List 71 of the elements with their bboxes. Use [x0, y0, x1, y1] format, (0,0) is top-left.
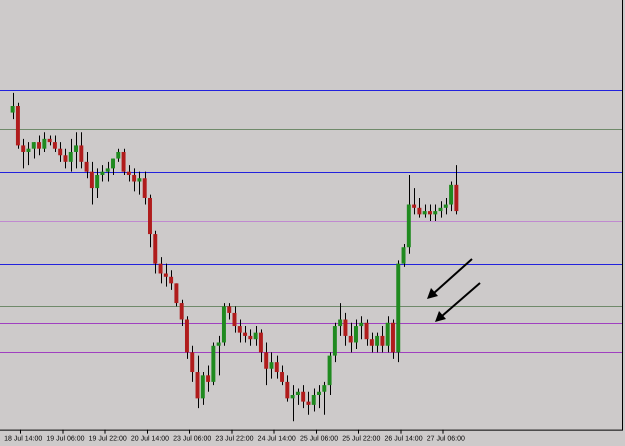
candlestick — [63, 148, 68, 169]
candlestick — [137, 171, 142, 196]
candlestick — [285, 374, 290, 402]
candlestick — [158, 256, 163, 284]
candlestick — [116, 148, 120, 162]
candlestick — [243, 326, 248, 343]
candlestick — [238, 318, 242, 343]
candlestick — [122, 148, 126, 176]
candlestick — [74, 132, 78, 169]
candlestick — [412, 188, 416, 215]
candlestick — [48, 135, 52, 146]
candlestick — [58, 142, 62, 162]
candlestick — [126, 164, 131, 182]
candlestick — [206, 364, 210, 392]
candlestick — [354, 318, 358, 350]
candlestick — [169, 270, 174, 290]
candlestick — [254, 326, 258, 346]
candlestick — [449, 181, 454, 212]
candlestick — [438, 200, 442, 218]
candlestick — [132, 168, 136, 192]
candlestick — [386, 316, 390, 353]
candlestick — [280, 364, 284, 386]
candlestick — [100, 164, 104, 182]
candlestick — [364, 318, 369, 346]
candlestick — [84, 151, 89, 179]
candlestick — [317, 384, 321, 409]
candlestick — [174, 282, 178, 307]
candlestick — [95, 168, 100, 198]
candlestick — [227, 302, 232, 320]
candlestick — [32, 142, 36, 160]
candlestick — [269, 352, 274, 380]
candlestick — [200, 372, 205, 406]
candlestick — [37, 135, 42, 156]
candlestick — [402, 243, 406, 268]
candlestick — [348, 322, 353, 353]
candlestick — [290, 384, 295, 422]
candlestick — [180, 299, 184, 327]
candlestick — [301, 384, 306, 409]
candlestick — [21, 138, 26, 169]
candlestick — [248, 328, 252, 346]
candlestick — [433, 204, 438, 222]
candlestick — [444, 197, 448, 215]
candlestick — [375, 332, 380, 353]
candlestick — [296, 388, 300, 406]
candlestick — [380, 326, 384, 353]
candlestick — [306, 391, 310, 416]
candlestick — [264, 342, 268, 386]
candlestick — [232, 306, 236, 334]
candlestick — [42, 132, 46, 152]
candlestick — [338, 302, 342, 336]
candlestick — [370, 332, 374, 353]
candlestick — [422, 204, 427, 218]
candlestick — [106, 161, 110, 182]
candlestick — [274, 355, 279, 380]
candlestick — [68, 138, 73, 172]
candlestick — [164, 263, 168, 288]
candlestick — [142, 171, 147, 206]
candlestick — [111, 158, 115, 176]
candlestick — [10, 92, 15, 120]
candlestick — [216, 335, 221, 376]
candlestick — [343, 312, 348, 346]
candlestick — [258, 328, 263, 363]
candlestick — [79, 132, 84, 169]
candlestick — [52, 135, 57, 152]
candlestick — [322, 381, 326, 416]
candlestick — [90, 161, 94, 206]
candlestick — [359, 316, 364, 340]
candlestick — [312, 388, 316, 412]
candlestick — [428, 204, 432, 222]
candlestick — [26, 142, 30, 166]
candlestick — [417, 197, 422, 218]
